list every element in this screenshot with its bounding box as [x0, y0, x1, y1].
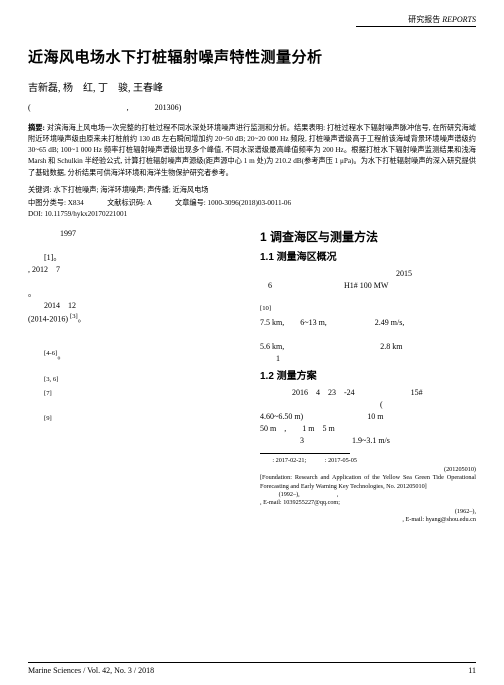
articleid-label: 文章编号:	[175, 199, 206, 207]
abstract-label: 摘要:	[28, 124, 45, 132]
keywords: 关键词: 水下打桩噪声; 海洋环境噪声; 声传播; 近海风电场	[28, 185, 476, 195]
clc-label: 中图分类号:	[28, 199, 66, 207]
doccode-label: 文献标识码:	[107, 199, 145, 207]
footnote-tel: , E-mail: 1039255227@qq.com;	[260, 499, 476, 507]
body-para: [4-6]。	[28, 349, 244, 375]
body-para: [7]	[28, 389, 244, 415]
body-para: 2015	[260, 268, 476, 280]
body-para: [3, 6]	[28, 375, 244, 389]
footnote-fund-no: (201205010)	[260, 466, 476, 474]
body-para: (	[260, 399, 476, 411]
right-column: 1 调查海区与测量方法 1.1 测量海区概况 2015 6 H1# 100 MW…	[260, 228, 476, 525]
section-1-heading: 1 调查海区与测量方法	[260, 228, 476, 246]
header-rule	[356, 26, 476, 27]
body-para: 6 H1# 100 MW	[260, 280, 476, 292]
keywords-label: 关键词:	[28, 186, 52, 194]
doi: DOI: 10.11759/hykx20170221001	[28, 210, 476, 218]
body-para: [1]。, 2012 7	[28, 252, 244, 276]
body-para: 7.5 km, 6~13 m, 2.49 m/s,	[260, 317, 476, 329]
header-en: REPORTS	[442, 15, 476, 24]
section-1-2-heading: 1.2 测量方案	[260, 369, 476, 384]
footnote-fund-en: [Foundation: Research and Application of…	[260, 474, 476, 491]
clc: X834	[68, 199, 84, 207]
footnote-first-author: (1992–), ,	[260, 491, 476, 499]
body-para	[28, 325, 244, 349]
footnote-block: : 2017-02-21; : 2017-05-05 (201205010) […	[260, 457, 476, 524]
header-section-label: 研究报告 REPORTS	[408, 14, 476, 25]
header-cn: 研究报告	[408, 15, 440, 24]
body-para: 5.6 km, 2.8 km	[260, 329, 476, 353]
section-1-1-heading: 1.1 测量海区概况	[260, 250, 476, 265]
body-para: 50 m , 1 m 5 m	[260, 423, 476, 435]
body-para: 1	[260, 353, 476, 365]
body-para: 2016 4 23 -24 15#	[260, 387, 476, 399]
footer-page: 11	[468, 666, 476, 675]
footer-journal: Marine Sciences / Vol. 42, No. 3 / 2018	[28, 666, 154, 675]
affiliation: ( , 201306)	[28, 102, 476, 113]
footnote-corr-mail: , E-mail: hyang@shou.edu.cn	[260, 516, 476, 524]
left-column: 1997 [1]。, 2012 7 。 2014 12(2014-2016) […	[28, 228, 244, 525]
two-column-body: 1997 [1]。, 2012 7 。 2014 12(2014-2016) […	[28, 228, 476, 525]
doccode: A	[147, 199, 152, 207]
keywords-text: 水下打桩噪声; 海洋环境噪声; 声传播; 近海风电场	[53, 186, 208, 194]
body-para: 2014 12(2014-2016) [3]。	[28, 300, 244, 326]
footnote-dates: : 2017-02-21; : 2017-05-05	[260, 457, 476, 465]
body-para: 4.60~6.50 m) 10 m	[260, 411, 476, 423]
affil-code: 201306	[155, 103, 179, 112]
author-list: 吉新磊, 杨 红, 丁 骏, 王春峰	[28, 79, 476, 94]
body-para: 1997	[28, 228, 244, 252]
page-footer: Marine Sciences / Vol. 42, No. 3 / 2018 …	[28, 662, 476, 675]
body-para: [10]	[260, 292, 476, 318]
footnote-corr: (1962–),	[260, 508, 476, 516]
classification-line: 中图分类号: X834 文献标识码: A 文章编号: 1000-3096(201…	[28, 198, 476, 208]
body-para: [9]	[28, 414, 244, 428]
articleid: 1000-3096(2018)03-0011-06	[208, 199, 292, 207]
abstract: 摘要: 对滨海海上风电场一次完整的打桩过程不同水深处环境噪声进行监测和分析。结果…	[28, 123, 476, 179]
article-title: 近海风电场水下打桩辐射噪声特性测量分析	[28, 46, 476, 67]
body-para: 3 1.9~3.1 m/s	[260, 435, 476, 447]
footnote-separator	[260, 453, 350, 454]
abstract-text: 对滨海海上风电场一次完整的打桩过程不同水深处环境噪声进行监测和分析。结果表明: …	[28, 124, 476, 177]
body-para: 。	[28, 276, 244, 300]
